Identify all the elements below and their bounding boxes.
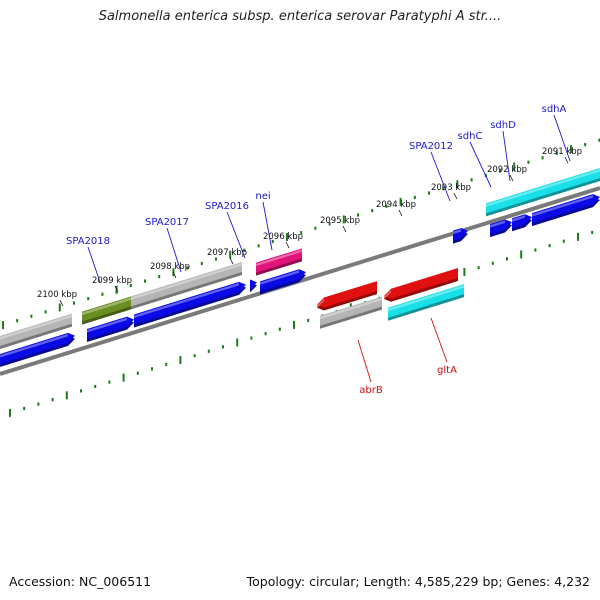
gene-label-nei: nei bbox=[255, 191, 270, 202]
gene-red bbox=[384, 268, 458, 299]
scale-label: 2099 kbp bbox=[92, 276, 132, 286]
scale-label-leader bbox=[114, 285, 119, 293]
scale-label-leader bbox=[398, 209, 403, 217]
gene-grey-highlight bbox=[131, 262, 242, 300]
gene-label-spa2018: SPA2018 bbox=[66, 236, 110, 247]
gene-blue bbox=[260, 269, 306, 292]
gene-blue-highlight bbox=[453, 229, 461, 235]
scale-label-leader bbox=[229, 257, 234, 265]
gene-cyan-highlight bbox=[388, 285, 464, 312]
scale-label-leader bbox=[285, 241, 290, 249]
scale-label-leader bbox=[342, 225, 347, 233]
gene-grey-highlight bbox=[0, 314, 72, 340]
gene-olive-highlight bbox=[82, 297, 131, 316]
gene-blue bbox=[134, 281, 246, 325]
scale-labels: 2100 kbp 2099 kbp 2098 kbp 2097 kbp 2096 kbp… bbox=[37, 147, 582, 307]
gene-label-leader bbox=[166, 227, 182, 273]
gene-cyan-highlight bbox=[486, 169, 600, 207]
gene-features bbox=[0, 168, 600, 367]
scale-label-leader bbox=[509, 174, 514, 182]
gene-blue bbox=[87, 316, 134, 340]
gene-label-leader bbox=[502, 130, 511, 182]
gene-red bbox=[317, 281, 377, 308]
gene-label-leader bbox=[357, 339, 372, 383]
gene-label-leader bbox=[226, 211, 246, 259]
gene-blue bbox=[490, 219, 512, 235]
gene-blue-highlight bbox=[0, 333, 68, 358]
gene-label-spa2017: SPA2017 bbox=[145, 217, 189, 228]
gene-label-leader bbox=[469, 141, 492, 188]
gene-blue-highlight bbox=[490, 220, 505, 228]
gene-red-highlight bbox=[384, 289, 391, 300]
gene-label-sdhd: sdhD bbox=[490, 120, 516, 131]
gene-blue-highlight bbox=[532, 195, 593, 217]
scale-label: 2095 kbp bbox=[320, 216, 360, 226]
scale-label: 2098 kbp bbox=[150, 262, 190, 272]
gene-label-glta: gltA bbox=[437, 365, 457, 376]
scale-label: 2091 kbp bbox=[542, 147, 582, 157]
scale-label-leader bbox=[564, 156, 569, 164]
scale-label: 2097 kbp bbox=[207, 248, 247, 258]
gene-blue-highlight bbox=[512, 215, 525, 222]
gene-label-sdha: sdhA bbox=[542, 104, 567, 115]
gene-blue-highlight bbox=[87, 317, 127, 333]
scale-label-leader bbox=[453, 192, 458, 200]
scale-label: 2094 kbp bbox=[376, 200, 416, 210]
gene-blue-highlight bbox=[260, 270, 299, 285]
scale-label-leader bbox=[59, 299, 64, 307]
scale-label: 2093 kbp bbox=[431, 183, 471, 193]
gene-label-abrb: abrB bbox=[359, 385, 383, 396]
gene-label-leader bbox=[430, 317, 448, 363]
gene-blue bbox=[250, 279, 257, 290]
gene-label-spa2016: SPA2016 bbox=[205, 201, 249, 212]
accession-text: Accession: NC_006511 bbox=[9, 574, 152, 589]
gene-label-spa2012: SPA2012 bbox=[409, 141, 453, 152]
scale-label: 2100 kbp bbox=[37, 290, 77, 300]
gene-label-leader bbox=[87, 246, 101, 283]
scale-label: 2092 kbp bbox=[487, 165, 527, 175]
gene-label-leader bbox=[430, 151, 451, 202]
scale-label-leader bbox=[172, 271, 177, 279]
gene-grey-highlight bbox=[320, 297, 382, 320]
genome-summary-text: Topology: circular; Length: 4,585,229 bp… bbox=[246, 574, 590, 589]
gene-blue-highlight bbox=[134, 282, 239, 318]
map-title: Salmonella enterica subsp. enterica sero… bbox=[98, 9, 502, 24]
gene-blue bbox=[0, 332, 75, 364]
gene-label-leader bbox=[553, 114, 571, 162]
gene-labels: SPA2018 SPA2017 SPA2016 nei SPA2012 sdhC sdhD s… bbox=[66, 104, 571, 396]
gene-red-highlight bbox=[317, 298, 324, 309]
scale-label: 2096 kbp bbox=[263, 232, 303, 242]
gene-label-leader bbox=[262, 201, 273, 251]
gene-magenta-highlight bbox=[256, 249, 302, 267]
gene-label-sdhc: sdhC bbox=[458, 131, 483, 142]
outer-tick-track bbox=[2, 138, 600, 330]
gene-blue bbox=[532, 194, 600, 224]
